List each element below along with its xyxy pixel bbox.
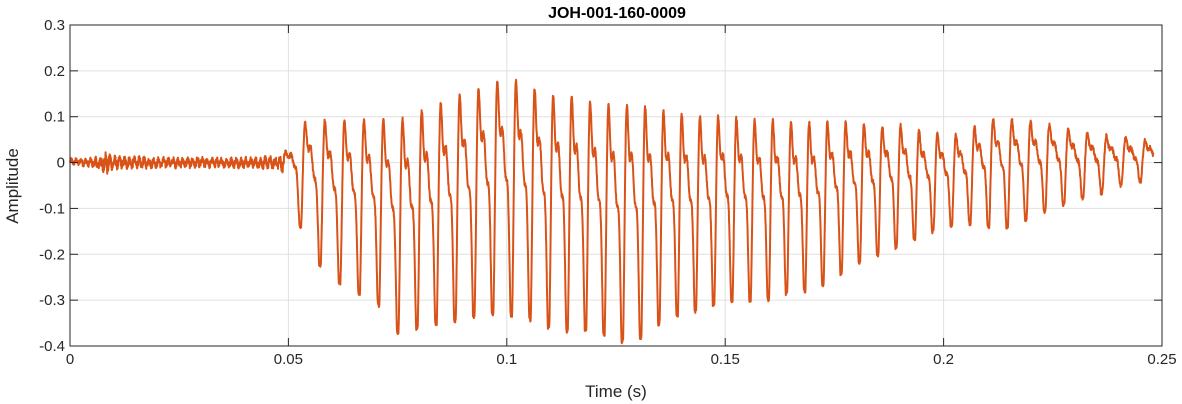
x-tick-label: 0 xyxy=(66,351,74,368)
y-tick-label: 0 xyxy=(57,155,65,172)
plot-frame xyxy=(69,24,1163,347)
axis-ticks: 0 0.05 0.1 0.15 0.2 0.25 0.3 0.2 0.1 0 -0.1 -0.2 -0.… xyxy=(39,17,1176,368)
signal-trace xyxy=(69,78,1155,345)
y-tick-label: -0.1 xyxy=(39,200,65,217)
waveform-line xyxy=(69,78,1155,345)
y-axis-label: Amplitude xyxy=(3,148,22,224)
y-tick-label: 0.3 xyxy=(44,17,65,34)
x-tick-label: 0.15 xyxy=(711,351,740,368)
x-tick-label: 0.05 xyxy=(274,351,303,368)
y-tick-label: -0.2 xyxy=(39,246,65,263)
chart-title: JOH-001-160-0009 xyxy=(548,5,686,22)
x-axis-label: Time (s) xyxy=(585,382,647,401)
y-tick-label: 0.2 xyxy=(44,63,65,80)
x-tick-label: 0.2 xyxy=(933,351,954,368)
x-tick-label: 0.25 xyxy=(1147,351,1176,368)
y-tick-label: -0.3 xyxy=(39,292,65,309)
y-tick-label: -0.4 xyxy=(39,338,65,355)
y-tick-label: 0.1 xyxy=(44,109,65,126)
x-tick-label: 0.1 xyxy=(496,351,517,368)
